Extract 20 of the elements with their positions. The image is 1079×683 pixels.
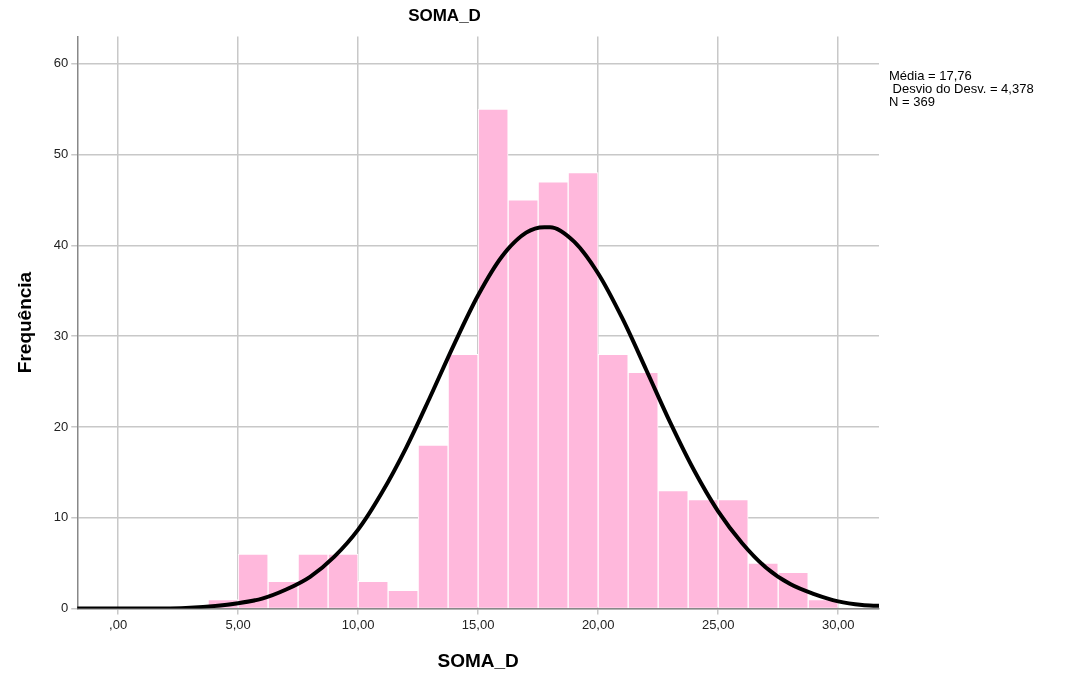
y-tick-label: 10: [53, 509, 69, 525]
text: Média = 17,76: [889, 68, 972, 84]
text: Desvio do Desv. = 4,378: [889, 81, 1034, 97]
x-tick-label: 10,00: [341, 616, 375, 632]
y-axis-title: Frequência: [13, 271, 35, 374]
text: N = 369: [889, 94, 935, 110]
y-tick-label: 50: [53, 146, 69, 162]
x-tick-label: 15,00: [461, 616, 495, 632]
y-tick-label: 40: [53, 236, 69, 252]
x-tick-label: 20,00: [581, 616, 615, 632]
chart-title: SOMA_D: [408, 5, 481, 25]
x-tick-label: 5,00: [225, 616, 251, 632]
x-tick-label: ,00: [109, 616, 128, 632]
x-axis-title: SOMA_D: [437, 649, 519, 671]
x-tick-label: 25,00: [701, 616, 735, 632]
y-tick-label: 60: [53, 55, 69, 71]
y-tick-label: 0: [61, 600, 69, 616]
x-tick-label: 30,00: [821, 616, 855, 632]
y-tick-label: 20: [53, 418, 69, 434]
y-tick-label: 30: [53, 327, 69, 343]
